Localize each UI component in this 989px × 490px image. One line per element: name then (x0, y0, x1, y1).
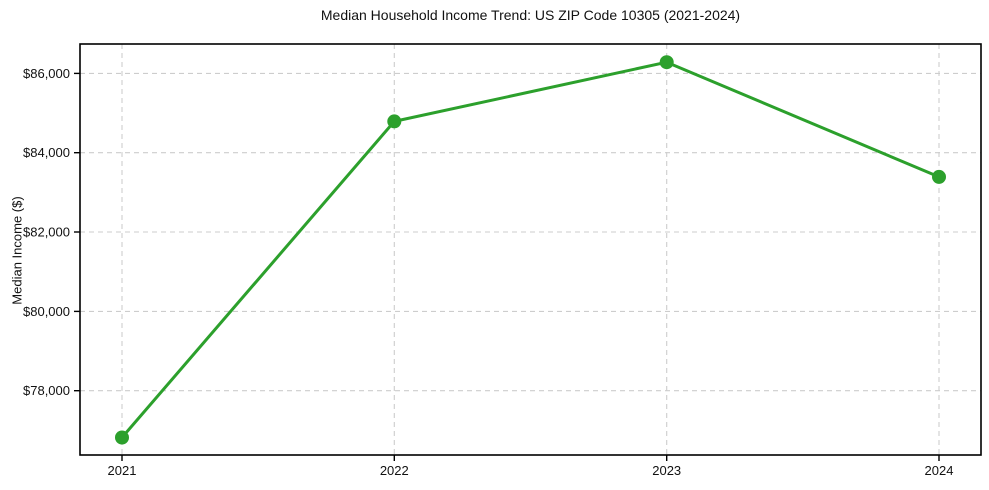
data-point-marker-2021 (115, 430, 129, 445)
data-point-marker-2024 (932, 169, 946, 184)
y-tick-label: $80,000 (23, 304, 70, 319)
y-tick-label: $82,000 (23, 225, 70, 240)
x-tick-label: 2023 (652, 463, 681, 478)
income-trend-line (120, 60, 941, 439)
x-tick-label: 2021 (108, 463, 137, 478)
y-tick-label: $84,000 (23, 145, 70, 160)
plot-border (79, 43, 982, 456)
data-point-marker-2022 (387, 114, 402, 129)
y-tick-label: $86,000 (23, 66, 70, 81)
x-tick-label: 2024 (925, 463, 954, 478)
data-point-marker-2023 (659, 55, 674, 70)
y-tick-label: $78,000 (23, 383, 70, 398)
x-tick-label: 2022 (380, 463, 409, 478)
chart-title: Median Household Income Trend: US ZIP Co… (320, 7, 741, 23)
